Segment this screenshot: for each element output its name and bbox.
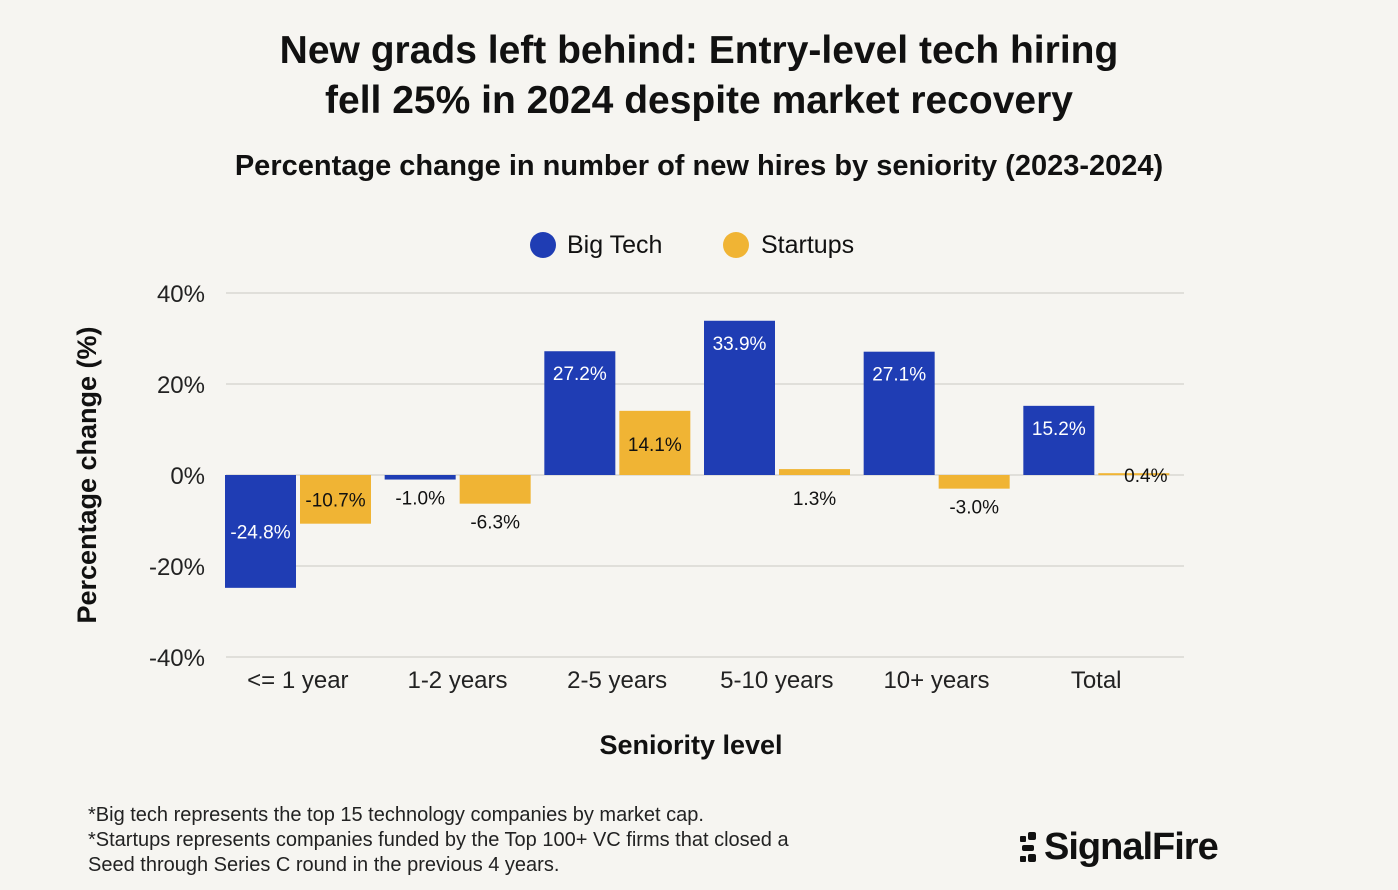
y-axis-label: Percentage change (%) — [72, 326, 102, 623]
big-tech-data-label: 27.2% — [553, 364, 607, 385]
signalfire-logo-icon — [1020, 831, 1036, 862]
startups-data-label: 0.4% — [1124, 466, 1167, 487]
chart-title-line-2: fell 25% in 2024 despite market recovery — [325, 79, 1073, 122]
y-tick-label: 0% — [170, 463, 205, 490]
big-tech-data-label: -1.0% — [395, 489, 445, 510]
legend-label-big-tech: Big Tech — [567, 231, 662, 259]
signalfire-logo-text: SignalFire — [1044, 826, 1219, 868]
startups-bar — [459, 475, 531, 504]
x-tick-label: Total — [1071, 667, 1122, 694]
chart-subtitle: Percentage change in number of new hires… — [234, 150, 1164, 182]
startups-data-label: -6.3% — [470, 513, 520, 534]
y-tick-label: -40% — [149, 645, 205, 672]
startups-bar — [938, 475, 1010, 489]
footnote-big-tech: *Big tech represents the top 15 technolo… — [88, 804, 704, 826]
footnotes: *Big tech represents the top 15 technolo… — [88, 803, 789, 878]
big-tech-bar — [1023, 405, 1095, 475]
startups-data-label: 1.3% — [793, 489, 836, 510]
x-axis-label: Seniority level — [599, 730, 782, 760]
legend-swatch-startups — [723, 232, 749, 258]
big-tech-data-label: -24.8% — [230, 522, 290, 543]
x-tick-label: 2-5 years — [567, 667, 667, 694]
big-tech-bar — [704, 320, 775, 475]
startups-bar — [1098, 473, 1170, 476]
legend-swatch-big-tech — [530, 232, 556, 258]
startups-bar — [300, 475, 371, 524]
legend-label-startups: Startups — [761, 231, 854, 259]
startups-bar — [779, 469, 850, 475]
big-tech-bar — [384, 475, 456, 480]
x-tick-label: 5-10 years — [720, 667, 833, 694]
startups-data-label: -10.7% — [305, 490, 365, 511]
y-tick-label: 20% — [157, 372, 205, 399]
x-tick-label: <= 1 year — [247, 667, 348, 694]
chart-title-line-1: New grads left behind: Entry-level tech … — [279, 29, 1119, 72]
x-tick-label: 1-2 years — [407, 667, 507, 694]
big-tech-data-label: 27.1% — [872, 365, 926, 386]
big-tech-bar — [863, 351, 935, 475]
big-tech-data-label: 33.9% — [713, 334, 767, 355]
x-tick-label: 10+ years — [883, 667, 989, 694]
startups-data-label: -3.0% — [949, 498, 999, 519]
footnote-startups-1: *Startups represents companies funded by… — [88, 829, 789, 851]
footnote-startups-2: Seed through Series C round in the previ… — [88, 854, 560, 876]
big-tech-bar — [225, 475, 296, 588]
y-tick-label: 40% — [157, 281, 205, 308]
big-tech-bar — [544, 351, 616, 475]
startups-data-label: 14.1% — [628, 435, 682, 456]
big-tech-data-label: 15.2% — [1032, 419, 1086, 440]
chart-title: New grads left behind: Entry-level tech … — [0, 26, 1398, 126]
y-tick-label: -20% — [149, 554, 205, 581]
startups-bar — [619, 410, 691, 475]
signalfire-logo: SignalFire — [1018, 826, 1219, 869]
